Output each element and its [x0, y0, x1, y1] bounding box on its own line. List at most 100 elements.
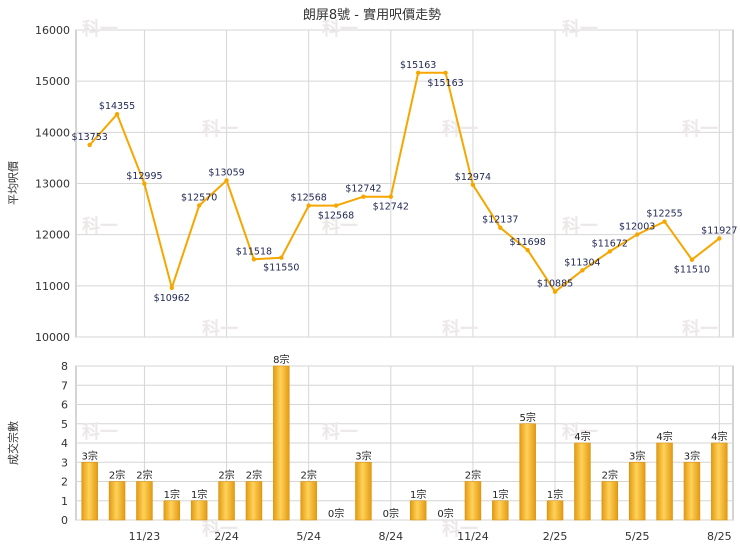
- volume-y-tick-label: 5: [61, 418, 68, 431]
- watermark: 科一: [202, 318, 238, 340]
- price-line: [88, 71, 720, 293]
- price-point: [333, 203, 339, 208]
- volume-bar-label: 2宗: [218, 469, 234, 482]
- volume-y-tick-label: 0: [61, 514, 68, 527]
- price-point-label: $10885: [537, 279, 573, 290]
- volume-bar-label: 2宗: [136, 469, 152, 482]
- price-point-label: $11672: [592, 238, 628, 249]
- price-point: [415, 70, 421, 76]
- watermark: 科一: [562, 421, 598, 443]
- price-y-tick-label: 13000: [35, 178, 70, 191]
- volume-bar: [245, 481, 263, 521]
- price-point: [498, 225, 503, 230]
- price-point: [142, 181, 147, 186]
- price-point: [251, 257, 257, 262]
- volume-bar: [81, 461, 98, 521]
- x-tick-label: 5/24: [296, 530, 321, 543]
- volume-bar-label: 1宗: [547, 488, 563, 501]
- watermark: 科一: [682, 318, 718, 340]
- price-point: [169, 285, 175, 290]
- volume-bar: [273, 365, 290, 521]
- volume-bar-label: 5宗: [520, 411, 536, 424]
- watermark: 科一: [82, 421, 118, 443]
- volume-bar-label: 1宗: [410, 488, 426, 501]
- price-point-label: $11510: [674, 265, 710, 276]
- price-point-label: $12255: [646, 209, 682, 220]
- price-point-label: $12568: [318, 211, 354, 222]
- price-point: [114, 111, 120, 117]
- watermark: 科一: [322, 215, 358, 237]
- volume-y-tick-label: 3: [61, 456, 68, 469]
- chart-title: 朗屏8號 - 實用呎價走勢: [303, 7, 441, 23]
- price-point: [196, 203, 202, 208]
- watermark: 科一: [82, 215, 118, 237]
- x-tick-label: 8/25: [707, 530, 732, 543]
- volume-bar: [108, 481, 126, 521]
- volume-bar: [546, 500, 564, 521]
- volume-bar: [190, 500, 208, 521]
- price-point-label: $13753: [72, 132, 108, 143]
- watermark: 科一: [442, 518, 478, 540]
- price-point-label: $14355: [99, 101, 135, 112]
- price-point: [306, 203, 311, 208]
- price-point-label: $11550: [263, 263, 299, 274]
- price-point: [361, 194, 366, 199]
- price-point-label: $13059: [208, 167, 244, 178]
- watermark: 科一: [322, 18, 358, 40]
- volume-bar-label: 4宗: [574, 430, 590, 443]
- volume-bar: [711, 442, 728, 521]
- price-point: [634, 232, 640, 237]
- watermark: 科一: [562, 18, 598, 40]
- x-tick-label: 11/23: [129, 530, 161, 543]
- price-y-tick-label: 15000: [35, 75, 70, 88]
- x-tick-label: 8/24: [378, 530, 403, 543]
- watermark: 科一: [322, 421, 358, 443]
- x-tick-label: 2/25: [543, 530, 568, 543]
- price-point-label: $11927: [701, 225, 737, 236]
- watermark: 科一: [82, 18, 118, 40]
- volume-axis-title: 成交宗數: [6, 421, 20, 465]
- volume-bar-label: 0宗: [328, 507, 344, 520]
- volume-bar: [519, 423, 536, 521]
- price-point-label: $12742: [345, 184, 381, 195]
- volume-bar: [628, 461, 646, 521]
- volume-bar: [656, 442, 673, 521]
- price-point: [717, 236, 722, 241]
- price-point-label: $10962: [154, 293, 190, 304]
- price-point: [662, 219, 667, 224]
- volume-bar: [683, 461, 701, 521]
- price-y-tick-label: 12000: [35, 229, 70, 242]
- volume-y-tick-label: 1: [61, 495, 68, 508]
- volume-bar-label: 2宗: [246, 469, 262, 482]
- volume-bar: [574, 442, 591, 521]
- price-point-label: $15163: [400, 60, 436, 71]
- volume-bar-label: 4宗: [711, 430, 727, 443]
- price-y-tick-label: 10000: [35, 331, 70, 344]
- price-point: [552, 289, 558, 294]
- volume-y-tick-label: 6: [61, 399, 68, 412]
- volume-bar-label: 0宗: [383, 507, 399, 520]
- volume-bar: [492, 500, 509, 521]
- volume-y-tick-label: 7: [61, 379, 68, 392]
- watermark: 科一: [682, 118, 718, 140]
- volume-y-tick-label: 4: [61, 437, 68, 450]
- price-point: [580, 268, 585, 273]
- price-point: [607, 249, 613, 254]
- volume-bar: [163, 500, 181, 521]
- x-tick-label: 5/25: [625, 530, 650, 543]
- price-point-label: $12995: [126, 171, 162, 182]
- volume-bar-label: 2宗: [465, 469, 481, 482]
- price-point-label: $12003: [619, 222, 655, 233]
- price-point-label: $12742: [373, 202, 409, 213]
- price-axis-title: 平均呎價: [6, 161, 20, 205]
- x-tick-label: 11/24: [457, 530, 489, 543]
- volume-y-tick-label: 8: [61, 360, 68, 373]
- volume-bar-label: 1宗: [164, 488, 180, 501]
- volume-bar-label: 2宗: [301, 469, 317, 482]
- price-y-tick-label: 16000: [35, 24, 70, 37]
- price-point-label: $15163: [427, 78, 463, 89]
- watermark: 科一: [562, 215, 598, 237]
- volume-y-tick-label: 2: [61, 476, 68, 489]
